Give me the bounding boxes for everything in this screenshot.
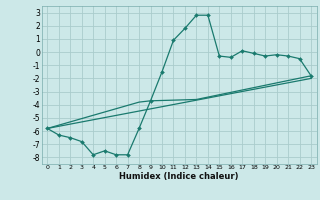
X-axis label: Humidex (Indice chaleur): Humidex (Indice chaleur) <box>119 172 239 181</box>
